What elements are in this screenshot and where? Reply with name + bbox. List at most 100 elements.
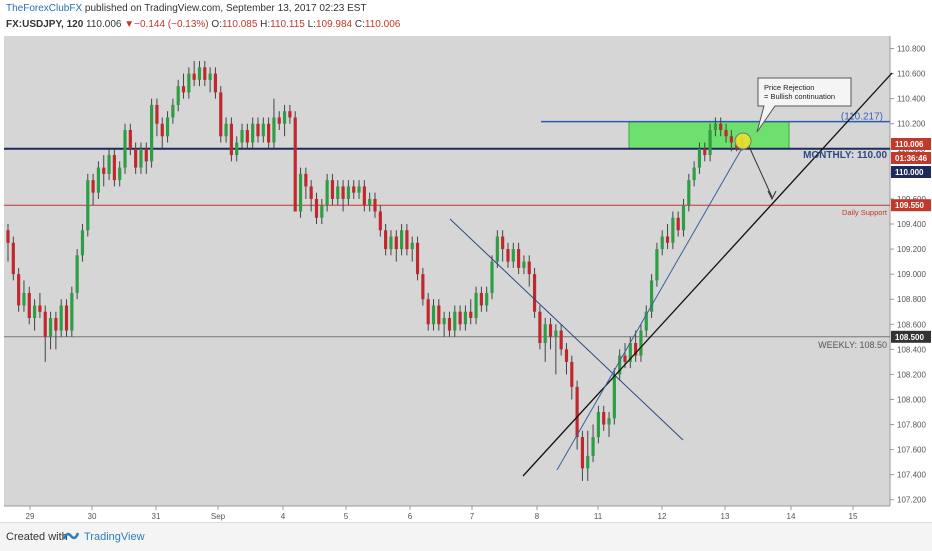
tradingview-brand[interactable]: TradingView: [84, 531, 145, 543]
candle: [272, 98, 276, 149]
candle-body: [277, 117, 281, 124]
candle-body: [713, 123, 718, 130]
candle-body: [282, 111, 287, 124]
x-tick-label: 31: [152, 512, 161, 521]
candle: [160, 117, 164, 149]
candle-body: [724, 130, 728, 137]
candle-body: [506, 249, 510, 262]
candle: [181, 73, 186, 99]
candle: [267, 117, 271, 149]
candle-body: [314, 198, 319, 218]
candle-body: [346, 186, 351, 199]
candle-body: [591, 437, 595, 456]
candle: [245, 123, 249, 149]
candle-body: [107, 155, 111, 174]
x-tick-label: 30: [88, 512, 97, 521]
candle: [192, 61, 196, 87]
symbol-line: FX:USDJPY, 120 110.006 ▼−0.144 (−0.13%) …: [6, 19, 400, 30]
candle-body: [357, 186, 361, 193]
candle-body: [187, 73, 191, 93]
candle-body: [213, 73, 218, 93]
candle-body: [676, 217, 680, 231]
candle: [559, 324, 563, 356]
change-value: −0.144 (−0.13%): [134, 19, 209, 30]
price-tag-background: [891, 138, 931, 150]
candle: [697, 142, 702, 174]
y-tick-label: 108.400: [897, 345, 926, 354]
candle: [224, 117, 228, 143]
author-link[interactable]: TheForexClubFX: [6, 3, 83, 14]
candle: [123, 123, 127, 174]
candle-body: [197, 67, 202, 80]
candle-body: [11, 242, 15, 275]
daily-level-label: Daily Support: [842, 208, 888, 217]
candle: [410, 236, 414, 262]
candle: [144, 142, 148, 174]
candle: [298, 167, 303, 218]
y-tick-label: 107.200: [897, 496, 926, 505]
y-tick-label: 110.600: [897, 70, 926, 79]
low-value: 109.984: [315, 19, 353, 30]
time-axis-background: [0, 506, 932, 522]
candle-body: [442, 318, 446, 325]
candle-body: [548, 324, 553, 337]
y-tick-label: 108.000: [897, 395, 926, 404]
candle: [213, 67, 218, 99]
candle: [256, 117, 260, 143]
candle-body: [570, 361, 574, 387]
candle: [618, 349, 622, 381]
candle: [70, 286, 74, 337]
price-tag: 110.006: [891, 138, 931, 150]
candle-body: [580, 437, 585, 469]
close-value: 110.006: [364, 19, 401, 30]
candle-body: [394, 236, 398, 250]
candle: [463, 305, 468, 331]
candle: [522, 255, 526, 275]
candle-body: [618, 355, 622, 375]
x-tick-label: Sep: [211, 512, 226, 521]
candle-body: [134, 148, 138, 168]
candle: [59, 299, 63, 337]
y-tick-label: 108.800: [897, 295, 926, 304]
candle-body: [128, 130, 132, 149]
candle-body: [378, 211, 382, 231]
candle-body: [628, 343, 632, 362]
candle: [665, 224, 670, 250]
candle-body: [479, 292, 483, 306]
candle: [118, 161, 122, 187]
candle-body: [373, 198, 377, 212]
candle: [27, 286, 31, 325]
candle: [548, 318, 553, 350]
candle: [336, 180, 340, 206]
candle: [437, 299, 441, 331]
candle-body: [192, 73, 196, 80]
candle-body: [527, 261, 531, 275]
candle: [261, 117, 265, 143]
weekly-level-label: WEEKLY: 108.50: [818, 340, 887, 350]
price-tag: 110.000: [891, 166, 931, 178]
upper-level-label: (110.217): [841, 112, 883, 123]
candle: [602, 405, 606, 431]
candle: [453, 305, 457, 337]
annotation-callout: Price Rejection= Bullish continuation: [756, 77, 852, 133]
candle-body: [267, 123, 271, 143]
candle: [320, 198, 324, 224]
candle: [426, 292, 430, 331]
candle-body: [118, 167, 122, 181]
candle-body: [272, 117, 276, 143]
x-tick-label: 13: [721, 512, 730, 521]
candle: [107, 148, 111, 181]
candle: [235, 136, 239, 162]
candle: [469, 299, 473, 325]
candle-body: [421, 274, 425, 300]
candle-body: [203, 67, 207, 80]
candle-body: [176, 86, 180, 105]
price-tag-label: 109.550: [895, 201, 924, 210]
candle: [655, 242, 659, 287]
candle-body: [160, 123, 164, 137]
candle: [634, 330, 638, 362]
candle: [277, 111, 281, 130]
candle-body: [112, 155, 116, 181]
price-chart[interactable]: 110.800110.600110.400110.200110.000109.8…: [0, 36, 932, 522]
candle-body: [634, 343, 638, 356]
